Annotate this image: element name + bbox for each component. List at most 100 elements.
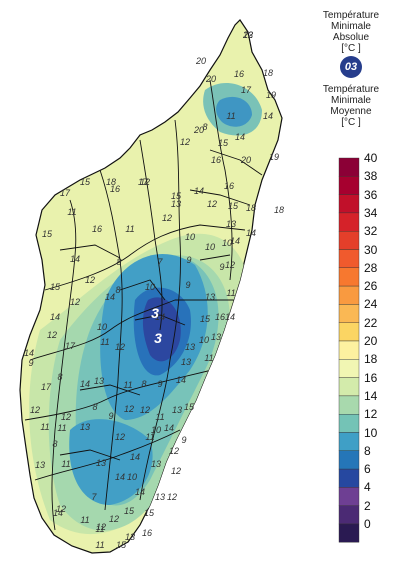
legend-title-line: Température (322, 10, 380, 21)
legend-title-line: [°C ] (341, 43, 361, 54)
zone-value-label: 11 (57, 423, 66, 433)
zone-value-label: 14 (194, 186, 204, 196)
extreme-value-label: 3 (154, 330, 162, 346)
zone-value-label: 8 (52, 439, 57, 449)
color-scale-cell (338, 304, 360, 323)
color-scale-cell (338, 285, 360, 305)
zone-value-label: 17 (65, 341, 76, 351)
zone-value-label: 15 (42, 229, 53, 239)
zone-value-label: 11 (204, 353, 213, 363)
zone-value-label: 14 (176, 375, 186, 385)
color-scale-bar (338, 157, 360, 543)
temperature-zones (29, 82, 262, 535)
zone-value-label: 12 (56, 504, 66, 514)
absolute-min-title: Température Minimale Absolue [°C ] (302, 10, 400, 54)
color-scale-tick: 14 (364, 388, 378, 403)
legend-title-line: Absolue (332, 32, 370, 43)
color-scale-tick: 4 (364, 480, 371, 495)
color-scale-cell (338, 176, 360, 195)
zone-value-label: 12 (47, 330, 57, 340)
zone-value-label: 14 (225, 312, 235, 322)
zone-value-label: 15 (171, 191, 182, 201)
zone-value-label: 9 (219, 262, 224, 272)
zone-value-label: 18 (106, 177, 116, 187)
zone-value-label: 14 (246, 228, 256, 238)
zone-value-label: 8 (92, 402, 97, 412)
zone-value-label: 14 (230, 236, 240, 246)
color-scale-cell (338, 395, 360, 415)
color-scale-tick: 38 (364, 169, 378, 184)
zone-value-label: 10 (97, 322, 107, 332)
zone-value-label: 13 (96, 458, 106, 468)
zone-value-label: 12 (162, 213, 172, 223)
zone-value-label: 9 (186, 255, 191, 265)
zone-value-label: 12 (225, 260, 235, 270)
zone-value-label: 11 (145, 432, 154, 442)
zone-value-label: 15 (228, 201, 239, 211)
color-scale-tick: 36 (364, 187, 378, 202)
legend-panel: Température Minimale Absolue [°C ] 03 Te… (302, 10, 400, 128)
zone-value-label: 12 (207, 199, 217, 209)
color-scale-cell (338, 468, 360, 488)
zone-north-10 (216, 96, 252, 127)
zone-value-label: 13 (181, 357, 191, 367)
color-scale-cell (338, 432, 360, 451)
zone-value-label: 13 (171, 199, 181, 209)
zone-value-label: 15 (218, 138, 229, 148)
color-scale-tick: 18 (364, 352, 378, 367)
zone-value-label: 13 (172, 405, 182, 415)
zone-value-label: 15 (50, 282, 61, 292)
zone-value-label: 19 (269, 152, 279, 162)
legend-title-line: Minimale (330, 21, 371, 32)
zone-value-label: 12 (171, 466, 181, 476)
zone-value-label: 15 (200, 314, 211, 324)
zone-value-label: 8 (116, 257, 121, 267)
zone-value-label: 19 (266, 90, 276, 100)
legend-title-line: Moyenne (330, 106, 372, 117)
zone-value-label: 14 (164, 423, 174, 433)
zone-value-label: 7 (91, 492, 97, 502)
zone-value-label: 12 (30, 405, 40, 415)
region-borders (24, 79, 263, 531)
zone-value-label: 13 (125, 532, 135, 542)
zone-value-label: 9 (157, 379, 162, 389)
zone-value-label: 11 (95, 524, 104, 534)
zone-value-label: 13 (211, 332, 221, 342)
color-scale-tick: 10 (364, 425, 378, 440)
color-scale-cell (338, 249, 360, 268)
zone-value-label: 14 (130, 452, 140, 462)
color-scale-tick: 28 (364, 260, 378, 275)
color-scale-cell (338, 359, 360, 378)
zone-value-label: 11 (61, 459, 70, 469)
legend-title-line: Température (322, 84, 380, 95)
zone-south-10 (69, 419, 153, 505)
zone-value-label: 12 (109, 514, 119, 524)
color-scale-cell (338, 487, 360, 506)
zone-value-label: 20 (205, 74, 216, 84)
zone-value-label: 11 (226, 288, 235, 298)
zone-value-label: 13 (80, 422, 90, 432)
zone-value-label: 18 (246, 203, 256, 213)
zone-value-label: 11 (155, 412, 164, 422)
color-scale-cell (338, 194, 360, 214)
color-scale-tick: 32 (364, 224, 378, 239)
zone-value-label: 10 (205, 242, 215, 252)
color-scale-tick: 30 (364, 242, 378, 257)
legend-title-line: [°C ] (341, 117, 361, 128)
color-scale-tick: 16 (364, 370, 378, 385)
zone-value-label: 14 (263, 111, 273, 121)
zone-value-label: 16 (142, 528, 152, 538)
zone-value-label: 13 (243, 30, 253, 40)
color-scale-cell (338, 450, 360, 470)
zone-value-label: 10 (145, 282, 155, 292)
zone-value-label: 12 (115, 432, 125, 442)
zone-value-label: 16 (215, 312, 225, 322)
color-scale-cell (338, 414, 360, 433)
zone-value-label: 13 (35, 460, 45, 470)
color-scale-tick: 20 (364, 334, 378, 348)
color-scale-tick: 24 (364, 297, 378, 312)
zone-value-label: 11 (80, 515, 89, 525)
zone-value-label: 11 (226, 111, 235, 121)
zone-value-label: 13 (226, 219, 236, 229)
